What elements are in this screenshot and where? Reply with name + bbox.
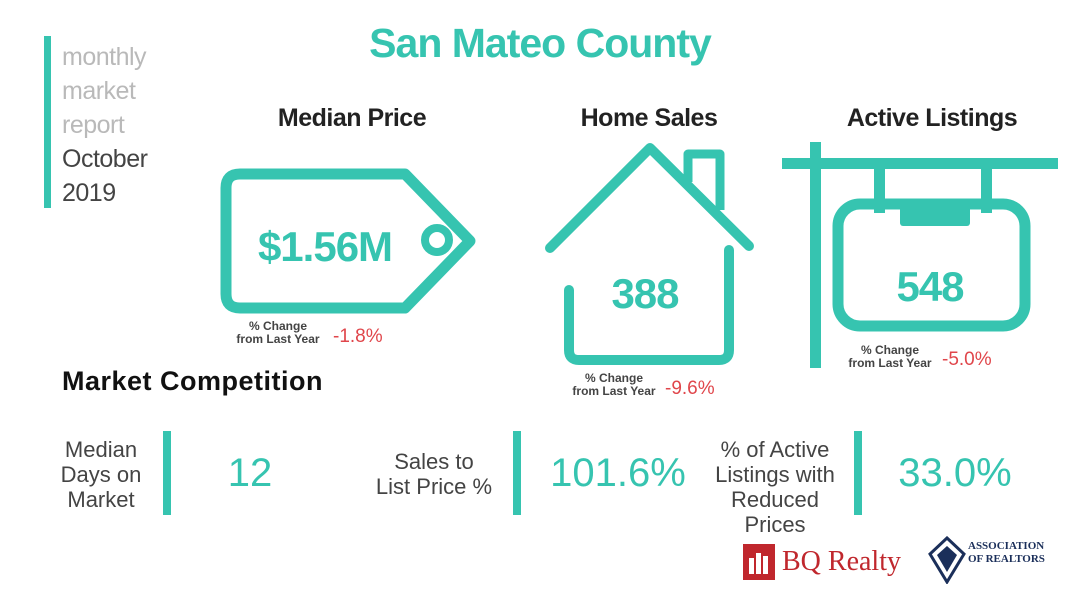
home-sales-change-value: -9.6%: [665, 378, 715, 399]
stat-label-line-1: Median: [64, 437, 138, 462]
report-line-report: report: [62, 111, 125, 139]
active-listings-title: Active Listings: [846, 104, 1018, 132]
days-divider: [163, 431, 171, 515]
active-listings-change-value: -5.0%: [942, 349, 992, 370]
report-month: October: [62, 145, 148, 173]
sales-to-list-value: 101.6%: [550, 451, 686, 495]
stat-label-line-2: Days on: [60, 462, 142, 487]
median-price-title: Median Price: [277, 104, 427, 132]
home-sales-title: Home Sales: [580, 104, 718, 132]
change-label-line-2: from Last Year: [572, 384, 656, 398]
reduced-divider: [854, 431, 862, 515]
change-label-line-1: % Change: [248, 319, 307, 333]
home-sales-change-label: % Change from Last Year: [572, 372, 656, 398]
change-label-line-2: from Last Year: [848, 356, 932, 370]
stat-label-line-1: % of Active: [720, 437, 830, 462]
stat-label-line-2: Listings with: [715, 462, 835, 487]
sales-to-list-label: Sales to List Price %: [370, 449, 498, 499]
active-listings-value: 548: [896, 263, 964, 310]
association-emblem-icon: [928, 536, 966, 584]
association-line-1: ASSOCIATION: [968, 540, 1045, 552]
median-price-change-label: % Change from Last Year: [236, 320, 320, 346]
median-price-value: $1.56M: [257, 223, 393, 270]
bq-realty-logo-icon: [743, 544, 775, 580]
building-icon: [749, 553, 768, 574]
report-accent-bar: [44, 36, 51, 208]
stat-label-line-3: Reduced Prices: [730, 487, 820, 537]
report-line-monthly: monthly: [62, 43, 147, 71]
report-label: monthly market report October 2019: [62, 40, 148, 210]
stat-label-line-2: List Price %: [375, 474, 493, 499]
days-on-market-value: 12: [227, 451, 273, 495]
listing-sign-icon: [782, 142, 1058, 368]
reduced-prices-label: % of Active Listings with Reduced Prices: [700, 437, 850, 537]
home-sales-value: 388: [611, 270, 679, 317]
sales-divider: [513, 431, 521, 515]
page-title: San Mateo County: [369, 20, 712, 66]
report-year: 2019: [62, 179, 116, 207]
stat-label-line-3: Market: [67, 487, 135, 512]
active-listings-change-label: % Change from Last Year: [848, 344, 932, 370]
association-logo-text: ASSOCIATION OF REALTORS: [968, 540, 1045, 566]
market-competition-title: Market Competition: [62, 366, 324, 396]
report-line-market: market: [62, 77, 136, 105]
price-tag-icon: [220, 168, 476, 314]
days-on-market-label: Median Days on Market: [50, 437, 152, 512]
bq-realty-logo-text: BQ Realty: [782, 546, 901, 577]
change-label-line-2: from Last Year: [236, 332, 320, 346]
reduced-prices-value: 33.0%: [898, 451, 1012, 495]
house-icon: [545, 143, 754, 365]
change-label-line-1: % Change: [584, 371, 643, 385]
stat-label-line-1: Sales to: [394, 449, 474, 474]
change-label-line-1: % Change: [860, 343, 919, 357]
median-price-change-value: -1.8%: [333, 326, 383, 347]
association-line-2: OF REALTORS: [968, 553, 1045, 565]
